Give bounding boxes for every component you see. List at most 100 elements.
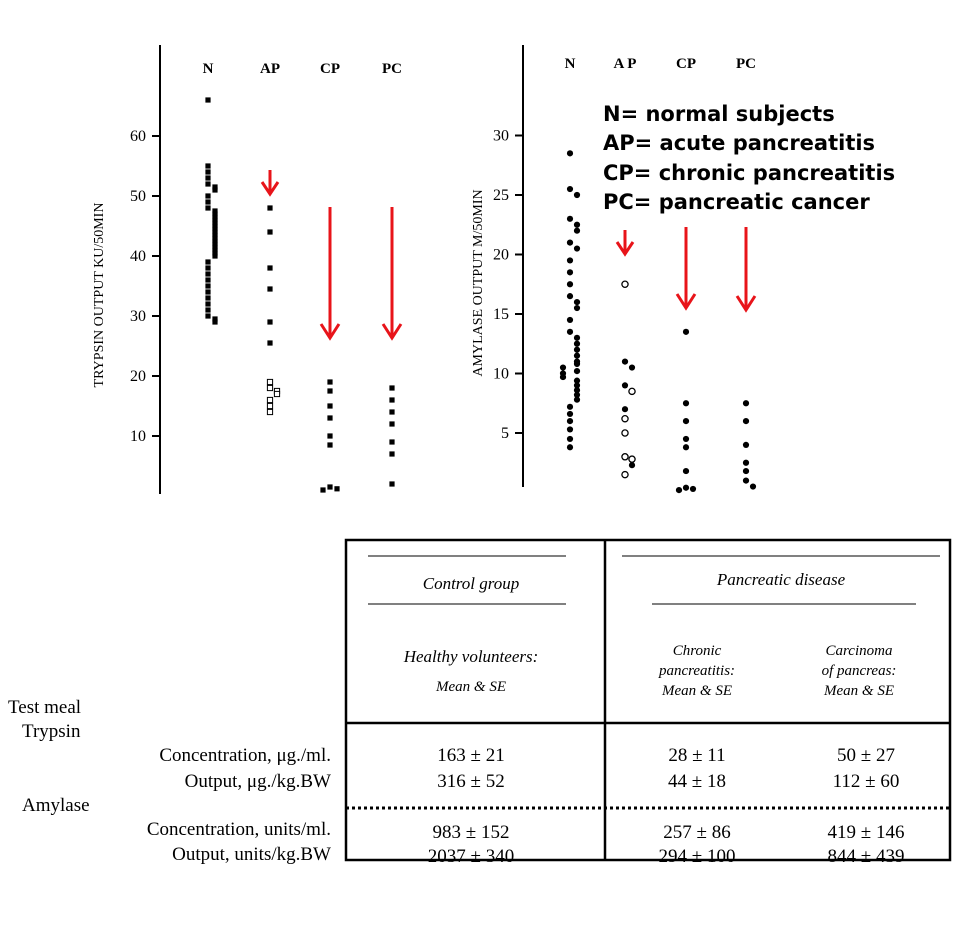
trypsin-data-point [205, 295, 211, 301]
trypsin-data-point [266, 378, 274, 386]
legend: N= normal subjects AP= acute pancreatiti… [603, 102, 895, 214]
amylase-tick-label: 5 [501, 425, 509, 442]
trypsin-chart: 10 20 30 40 50 60 N AP CP PC TRYPSIN OUTPUT KU/5… [92, 45, 403, 494]
trypsin-data-point [212, 187, 218, 193]
amylase-data-point [742, 400, 750, 407]
row-label: Concentration, units/ml. [147, 819, 331, 840]
amylase-data-point [573, 382, 581, 389]
trypsin-data-point [389, 385, 395, 391]
table-cell: 983 ± 152 [433, 822, 510, 843]
trypsin-data-point [212, 184, 218, 190]
amylase-data-point [566, 328, 574, 335]
amylase-tick-label: 25 [493, 187, 509, 204]
trypsin-data-point [327, 403, 333, 409]
amylase-data-point [621, 470, 629, 479]
table-cell: 844 ± 439 [828, 846, 905, 867]
arrow-cp-trypsin [319, 207, 341, 341]
amylase-data-point [628, 387, 636, 396]
amylase-data-point [566, 435, 574, 443]
trypsin-tick-label: 50 [130, 188, 146, 205]
trypsin-data-point [205, 277, 211, 283]
pancreatic-disease-header: Pancreatic disease [716, 570, 846, 589]
amylase-data-point [573, 191, 581, 199]
trypsin-data-point [212, 247, 218, 253]
trypsin-data-point [205, 97, 211, 103]
amylase-tick-label: 15 [493, 306, 509, 323]
arrow-ap-trypsin [260, 170, 280, 197]
trypsin-data-point [212, 211, 218, 217]
table-cell: 257 ± 86 [663, 822, 730, 843]
table-cell: 316 ± 52 [437, 771, 504, 792]
trypsin-category-label: CP [320, 61, 340, 77]
trypsin-data-point [212, 241, 218, 247]
amylase-y-axis-label: AMYLASE OUTPUT M/50MIN [471, 189, 486, 376]
trypsin-data-point [266, 396, 274, 404]
trypsin-data-point [212, 244, 218, 250]
trypsin-data-point [389, 481, 395, 487]
trypsin-data-point [212, 235, 218, 241]
amylase-data-point [742, 418, 750, 425]
amylase-data-point [621, 382, 629, 389]
table-border [344, 538, 952, 862]
amylase-tick-label: 20 [493, 247, 509, 264]
trypsin-data-point [212, 208, 218, 214]
amylase-category-label: CP [676, 56, 696, 72]
amylase-data-point [573, 368, 581, 375]
amylase-data-point [675, 487, 683, 494]
amylase-data-point [559, 373, 567, 381]
trypsin-data-point [267, 340, 273, 346]
amylase-data-point [689, 485, 697, 493]
arrow-cp-amylase [675, 227, 697, 311]
trypsin-tick-label: 10 [130, 428, 146, 445]
trypsin-data-point [212, 238, 218, 244]
amylase-data-point [742, 441, 750, 448]
control-group-header: Control group [423, 574, 520, 593]
trypsin-data-point [212, 250, 218, 256]
trypsin-data-point [212, 226, 218, 232]
trypsin-data-point [267, 265, 273, 271]
chronic-col-header: Mean & SE [661, 683, 732, 699]
amylase-data-point [621, 280, 629, 288]
trypsin-data-point [267, 286, 273, 292]
amylase-data-point [566, 239, 574, 246]
trypsin-tick-label: 20 [130, 368, 146, 385]
amylase-data-point [573, 377, 581, 384]
amylase-data-point [682, 484, 690, 491]
amylase-data-point [682, 435, 690, 443]
trypsin-data-point [205, 265, 211, 271]
amylase-category-label: PC [736, 56, 756, 72]
amylase-data-point [573, 387, 581, 394]
trypsin-y-ticks: 10 20 30 40 50 60 [130, 128, 160, 445]
trypsin-data-point [212, 253, 218, 259]
amylase-chart: 5 10 15 20 25 30 N A P CP PC AMYLASE OUTPUT M/50… [471, 45, 757, 494]
amylase-data-point [566, 293, 574, 300]
amylase-y-ticks: 5 10 15 20 25 30 [493, 128, 523, 442]
legend-entry: PC= pancreatic cancer [603, 190, 870, 214]
trypsin-data-point [205, 307, 211, 313]
trypsin-data-point [320, 487, 326, 493]
amylase-data-point [573, 299, 581, 306]
table-cell: 2037 ± 340 [428, 846, 514, 867]
trypsin-data-point [273, 390, 281, 398]
amylase-data-point [573, 334, 581, 341]
trypsin-data-point [205, 259, 211, 265]
legend-entry: AP= acute pancreatitis [603, 131, 875, 155]
amylase-data-point [682, 444, 690, 451]
row-label: Concentration, μg./ml. [159, 745, 331, 766]
amylase-data-point [682, 467, 690, 475]
amylase-category-label: N [565, 56, 576, 72]
amylase-data-point [566, 316, 574, 324]
trypsin-data-point [267, 229, 273, 235]
amylase-data-point [682, 418, 690, 425]
table-cell: 163 ± 21 [437, 745, 504, 766]
trypsin-data-point [212, 319, 218, 325]
arrow-ap-amylase [615, 230, 635, 257]
amylase-data-point [566, 257, 574, 264]
amylase-data-point [628, 364, 636, 371]
amylase-data-point [566, 281, 574, 288]
trypsin-data-point [205, 181, 211, 187]
amylase-data-point [621, 429, 629, 437]
amylase-data-point [566, 403, 574, 410]
trypsin-data-point [267, 319, 273, 325]
